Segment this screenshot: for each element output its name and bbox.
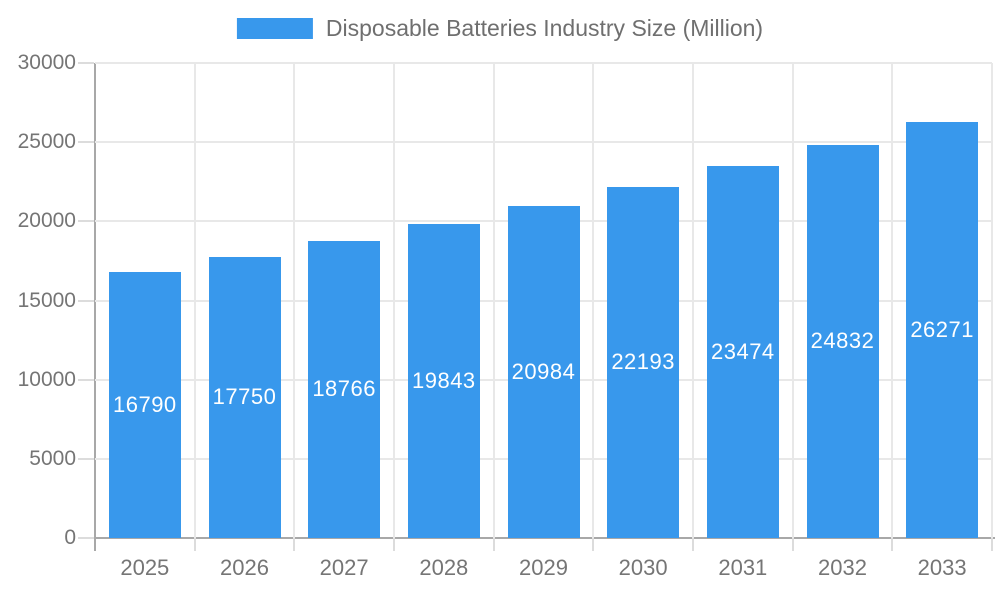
x-axis-tick-label: 2032 [818, 555, 867, 580]
y-axis-tick-label: 5000 [29, 446, 76, 470]
x-axis-tick [393, 538, 395, 551]
bar-value-label: 16790 [112, 392, 177, 418]
x-axis-tick [891, 538, 894, 551]
y-axis-tick [78, 220, 94, 223]
legend-label: Disposable Batteries Industry Size (Mill… [325, 15, 764, 41]
v-gridline [592, 63, 595, 538]
x-axis-tick [293, 538, 296, 551]
y-axis-tick [78, 378, 94, 381]
y-axis-tick-label: 10000 [17, 367, 76, 391]
y-axis-tick-label: 15000 [17, 288, 76, 312]
v-gridline [393, 63, 395, 538]
bar[interactable]: 23474 [706, 166, 779, 538]
legend-swatch-icon [236, 18, 313, 39]
bar-value-label: 17750 [212, 384, 277, 410]
legend-item[interactable]: Disposable Batteries Industry Size (Mill… [236, 15, 764, 42]
v-gridline [791, 63, 794, 538]
x-axis-tick-label: 2031 [718, 555, 768, 580]
x-axis-tick-label: 2027 [319, 555, 369, 580]
bar[interactable]: 16790 [108, 272, 181, 538]
bar-value-label: 23474 [710, 339, 775, 365]
plot-area: 0 5000 10000 15000 20000 25000 30000 16790 2025 1… [18, 51, 995, 580]
x-axis-line [94, 537, 995, 539]
y-axis-tick-label: 0 [64, 526, 76, 549]
y-axis-tick [78, 537, 94, 539]
v-gridline [193, 63, 196, 538]
x-axis-tick [592, 538, 595, 551]
v-gridline [293, 63, 296, 538]
v-gridline [891, 63, 894, 538]
bar[interactable]: 19843 [407, 223, 480, 538]
x-axis-tick [991, 538, 993, 551]
x-axis-tick [193, 538, 196, 551]
x-axis-tick-label: 2029 [519, 555, 568, 580]
bar[interactable]: 22193 [607, 186, 680, 538]
y-axis-tick [78, 62, 94, 64]
bar-value-label: 22193 [611, 349, 675, 375]
x-axis-tick-label: 2030 [618, 555, 668, 580]
h-gridline [95, 141, 992, 144]
bar-value-label: 24832 [810, 328, 875, 354]
v-gridline [692, 63, 694, 538]
bar[interactable]: 18766 [308, 240, 381, 538]
bar-value-label: 18766 [312, 376, 376, 402]
y-axis-tick-label: 30000 [17, 51, 76, 74]
h-gridline [95, 62, 992, 64]
y-axis-tick [78, 141, 94, 144]
y-axis-tick-label: 25000 [17, 130, 76, 154]
x-axis-tick-label: 2026 [220, 555, 269, 580]
x-axis-tick [94, 538, 96, 551]
x-axis-tick-label: 2028 [419, 555, 469, 580]
bar[interactable]: 20984 [507, 205, 580, 538]
bar[interactable]: 26271 [906, 122, 979, 538]
x-axis-tick [492, 538, 495, 551]
y-axis-tick-label: 20000 [17, 209, 76, 233]
bar[interactable]: 17750 [208, 256, 281, 538]
bar-value-label: 19843 [411, 367, 476, 393]
x-axis-tick [791, 538, 794, 551]
bar[interactable]: 24832 [806, 144, 879, 538]
x-axis-tick-label: 2033 [917, 555, 967, 580]
y-axis-tick [78, 457, 94, 460]
x-axis-tick-label: 2025 [120, 555, 170, 580]
bar-value-label: 20984 [511, 358, 576, 384]
x-axis-tick [692, 538, 694, 551]
y-axis-tick [78, 299, 94, 302]
v-gridline [492, 63, 495, 538]
bar-value-label: 26271 [910, 317, 974, 342]
v-gridline [991, 63, 993, 538]
